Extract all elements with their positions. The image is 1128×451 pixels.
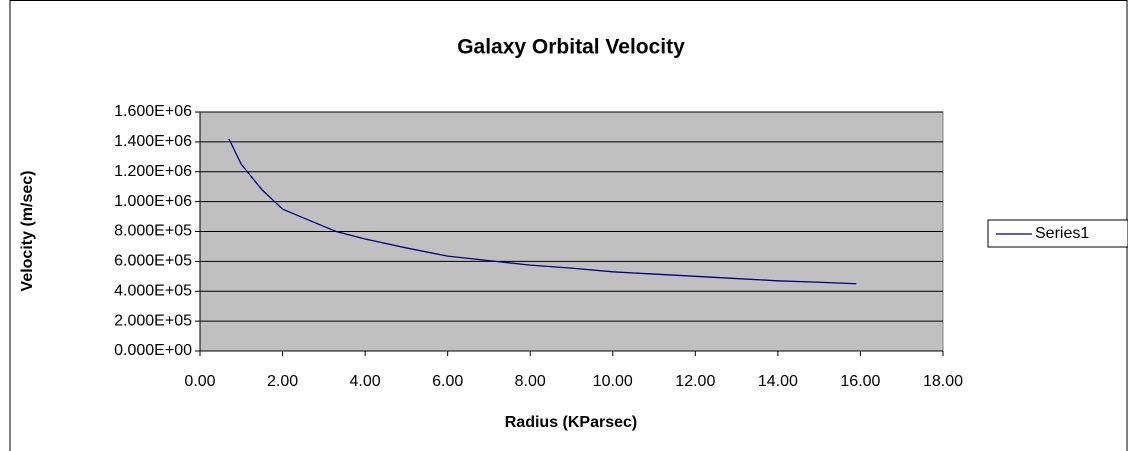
- y-axis-label: Velocity (m/sec): [19, 171, 36, 292]
- legend-label: Series1: [1035, 225, 1089, 242]
- x-tick-label: 4.00: [350, 373, 381, 390]
- x-tick-label: 8.00: [515, 373, 546, 390]
- y-tick-label: 0.000E+00: [114, 342, 192, 359]
- series-line: [228, 138, 857, 285]
- y-tick-label: 1.000E+06: [114, 193, 192, 210]
- y-tick-label: 1.200E+06: [114, 163, 192, 180]
- y-tick-label: 6.000E+05: [114, 253, 192, 270]
- x-tick-label: 0.00: [184, 373, 215, 390]
- y-tick-label: 1.400E+06: [114, 133, 192, 150]
- x-tick-label: 16.00: [840, 373, 880, 390]
- x-tick-label: 10.00: [593, 373, 633, 390]
- x-tick-label: 12.00: [675, 373, 715, 390]
- y-tick-label: 1.600E+06: [114, 103, 192, 120]
- x-tick-label: 6.00: [432, 373, 463, 390]
- chart-title: Galaxy Orbital Velocity: [457, 36, 685, 59]
- x-tick-label: 18.00: [923, 373, 963, 390]
- y-tick-label: 4.000E+05: [114, 282, 192, 299]
- y-tick-label: 8.000E+05: [114, 223, 192, 240]
- y-tick-label: 2.000E+05: [114, 312, 192, 329]
- x-tick-label: 2.00: [267, 373, 298, 390]
- x-tick-label: 14.00: [758, 373, 798, 390]
- x-axis-label: Radius (KParsec): [505, 414, 638, 431]
